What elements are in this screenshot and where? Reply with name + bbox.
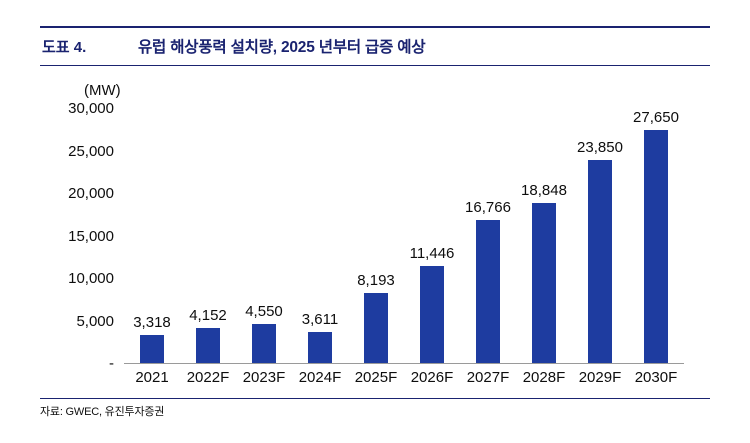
bar-column: 4,550 2023F — [236, 109, 292, 386]
y-tick-label: 30,000 — [68, 100, 114, 117]
x-axis-label: 2030F — [634, 369, 678, 386]
x-axis-label: 2024F — [298, 369, 342, 386]
y-tick-label: 25,000 — [68, 142, 114, 160]
bar-value-label: 18,848 — [521, 182, 567, 199]
bar-column: 27,650 2030F — [628, 109, 684, 386]
bar-column: 23,850 2029F — [572, 109, 628, 386]
y-tick-label: 5,000 — [76, 312, 114, 330]
x-axis-label: 2026F — [410, 369, 454, 386]
plot-wrap: 30,000 25,000 20,000 15,000 10,000 5,000 - 3,3… — [40, 100, 710, 386]
bar-column: 11,446 2026F — [404, 109, 460, 386]
bar-value-label: 4,152 — [189, 307, 227, 324]
bar — [476, 220, 500, 363]
x-axis-label: 2021 — [135, 369, 169, 386]
chart-header: 도표 4. 유럽 해상풍력 설치량, 2025 년부터 급증 예상 — [40, 26, 710, 66]
bar-column: 4,152 2022F — [180, 109, 236, 386]
figure-title: 유럽 해상풍력 설치량, 2025 년부터 급증 예상 — [138, 39, 426, 56]
bar-column: 8,193 2025F — [348, 109, 404, 386]
bar-column: 3,318 2021 — [124, 109, 180, 386]
y-axis: 30,000 25,000 20,000 15,000 10,000 5,000 - — [40, 100, 124, 372]
bar — [252, 324, 276, 363]
x-axis-label: 2029F — [578, 369, 622, 386]
x-axis-label: 2023F — [242, 369, 286, 386]
bar-value-label: 27,650 — [633, 109, 679, 126]
bar-value-label: 4,550 — [245, 303, 283, 320]
bar — [364, 293, 388, 363]
bar — [308, 332, 332, 363]
footer-divider — [40, 398, 710, 399]
bar — [196, 328, 220, 363]
bar — [588, 160, 612, 363]
y-tick-label: 20,000 — [68, 185, 114, 202]
x-axis-label: 2022F — [186, 369, 230, 386]
y-tick-label: 10,000 — [68, 270, 114, 287]
bar-chart: (MW) 30,000 25,000 20,000 15,000 10,000 5,000… — [40, 82, 710, 386]
bar-value-label: 3,611 — [301, 311, 339, 328]
y-tick-label: 15,000 — [68, 227, 114, 245]
bar-column: 16,766 2027F — [460, 109, 516, 386]
bar-value-label: 23,850 — [577, 139, 623, 156]
bar-value-label: 3,318 — [133, 314, 171, 331]
bar — [420, 266, 444, 363]
bar-value-label: 11,446 — [409, 245, 455, 262]
plot-area: 3,318 2021 4,152 2022F 4,550 2023F 3,611 2024F 8… — [124, 109, 684, 386]
bar-column: 18,848 2028F — [516, 109, 572, 386]
bar-value-label: 8,193 — [357, 272, 395, 289]
x-axis-label: 2027F — [466, 369, 510, 386]
bar — [532, 203, 556, 363]
x-axis-label: 2025F — [354, 369, 398, 386]
bar-value-label: 16,766 — [465, 199, 511, 216]
source-note: 자료: GWEC, 유진투자증권 — [40, 406, 165, 418]
y-axis-unit-label: (MW) — [84, 82, 121, 99]
figure-label: 도표 4. — [42, 38, 87, 56]
x-axis-label: 2028F — [522, 369, 566, 386]
bar — [644, 130, 668, 363]
y-tick-label: - — [109, 355, 114, 372]
bar — [140, 335, 164, 363]
bar-column: 3,611 2024F — [292, 109, 348, 386]
